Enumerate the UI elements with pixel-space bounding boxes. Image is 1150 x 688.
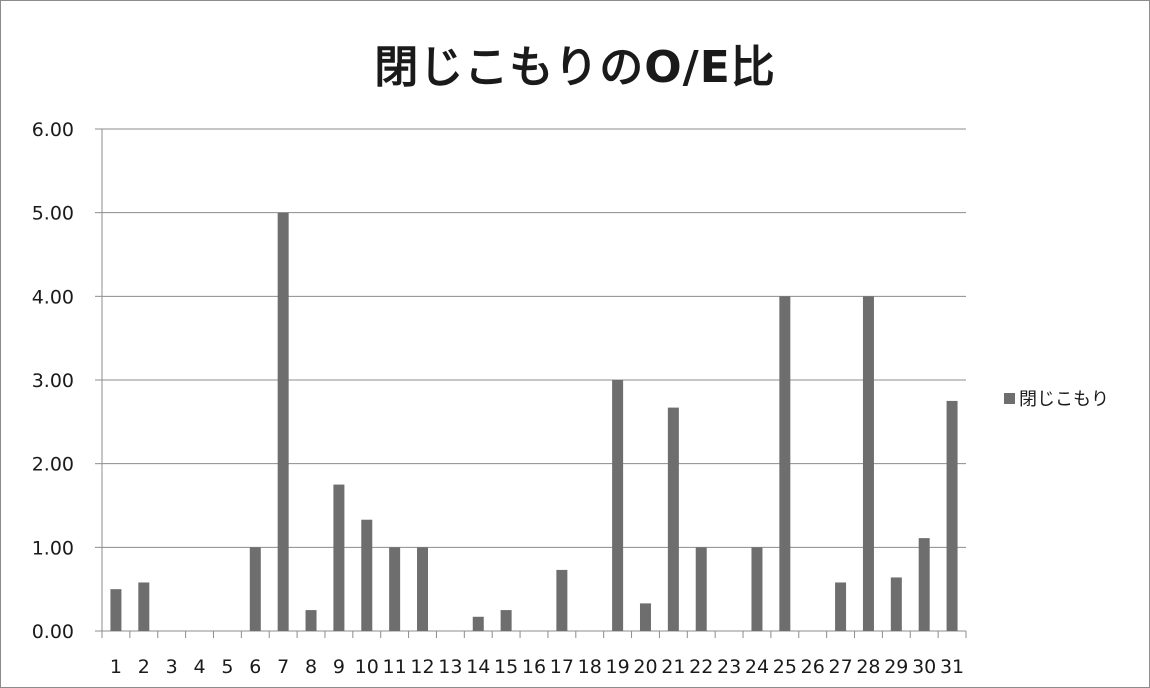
y-tick-label: 3.00	[32, 370, 74, 392]
x-tick-label: 19	[606, 656, 630, 678]
bar	[110, 589, 122, 631]
bar	[612, 380, 624, 631]
legend: 閉じこもり	[1004, 385, 1109, 411]
x-tick-label: 16	[522, 656, 546, 678]
x-tick-label: 22	[689, 656, 713, 678]
y-tick-label: 6.00	[32, 119, 74, 141]
legend-label: 閉じこもり	[1019, 389, 1109, 410]
x-tick-label: 4	[194, 656, 206, 678]
x-tick-label: 28	[856, 656, 880, 678]
bar	[862, 296, 874, 631]
bar	[305, 610, 317, 631]
x-tick-label: 29	[884, 656, 908, 678]
x-tick-label: 6	[249, 656, 261, 678]
x-tick-label: 25	[773, 656, 797, 678]
x-tick-label: 1	[110, 656, 122, 678]
x-tick-label: 31	[940, 656, 964, 678]
bar	[751, 547, 763, 631]
x-tick-label: 23	[717, 656, 741, 678]
x-tick-label: 26	[801, 656, 825, 678]
x-tick-label: 7	[277, 656, 289, 678]
legend-swatch	[1004, 392, 1015, 404]
bar	[417, 547, 429, 631]
x-tick-label: 18	[578, 656, 602, 678]
bar	[639, 603, 651, 631]
bar	[890, 577, 902, 631]
bar	[249, 547, 261, 631]
x-tick-label: 3	[166, 656, 178, 678]
bar	[667, 407, 679, 631]
bar	[389, 547, 401, 631]
bar	[500, 610, 512, 631]
bar	[918, 538, 930, 631]
x-tick-label: 2	[138, 656, 150, 678]
bar	[779, 296, 791, 631]
x-tick-label: 21	[661, 656, 685, 678]
x-tick-label: 27	[828, 656, 852, 678]
y-tick-label: 2.00	[32, 454, 74, 476]
x-tick-label: 17	[550, 656, 574, 678]
bar	[835, 582, 847, 631]
bar	[138, 582, 150, 631]
x-tick-label: 10	[355, 656, 379, 678]
bar	[695, 547, 707, 631]
bar	[946, 400, 958, 631]
bar	[556, 569, 568, 631]
y-tick-label: 1.00	[32, 537, 74, 559]
bar	[472, 616, 484, 631]
x-tick-label: 15	[494, 656, 518, 678]
x-tick-label: 9	[333, 656, 345, 678]
y-tick-label: 5.00	[32, 203, 74, 225]
x-tick-label: 8	[305, 656, 317, 678]
x-tick-label: 5	[221, 656, 233, 678]
x-tick-label: 13	[438, 656, 462, 678]
bar	[277, 212, 289, 631]
y-tick-label: 4.00	[32, 286, 74, 308]
x-tick-label: 12	[410, 656, 434, 678]
x-tick-label: 20	[633, 656, 657, 678]
x-tick-label: 24	[745, 656, 769, 678]
y-tick-label: 0.00	[32, 621, 74, 643]
x-tick-label: 14	[466, 656, 490, 678]
x-tick-label: 11	[383, 656, 407, 678]
x-tick-label: 30	[912, 656, 936, 678]
chart-title: 閉じこもりのO/E比	[374, 42, 776, 93]
bar	[361, 519, 373, 631]
bar	[333, 484, 345, 631]
